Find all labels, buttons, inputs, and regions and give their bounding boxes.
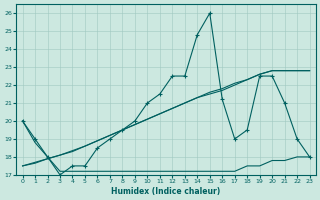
X-axis label: Humidex (Indice chaleur): Humidex (Indice chaleur) [111,187,221,196]
